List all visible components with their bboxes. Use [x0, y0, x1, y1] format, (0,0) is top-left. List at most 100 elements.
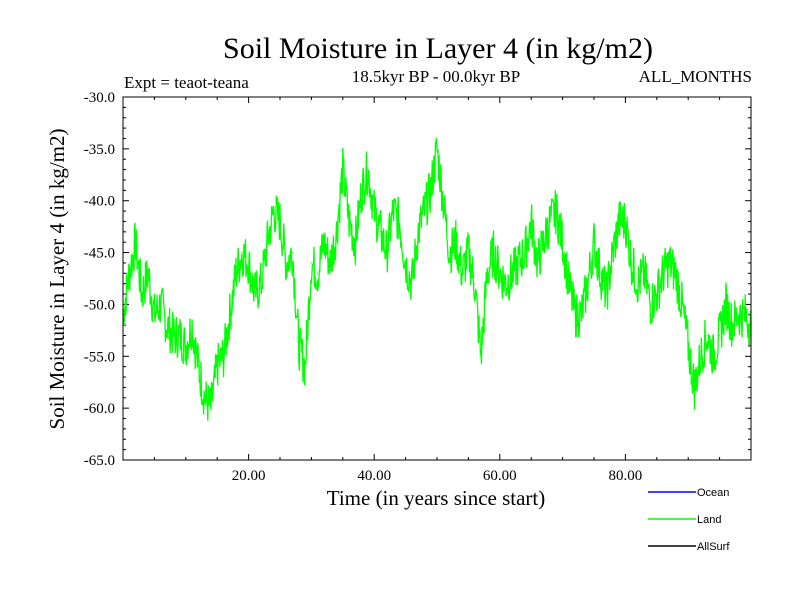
data-point [430, 189, 432, 191]
data-point [304, 366, 306, 368]
data-point [436, 148, 438, 150]
data-point [681, 303, 683, 306]
data-point [719, 334, 721, 337]
data-point [731, 324, 733, 326]
series-layer [122, 138, 752, 421]
data-point [474, 283, 476, 285]
data-point [134, 241, 137, 243]
data-point [291, 251, 294, 254]
legend-label-allsurf: AllSurf [697, 541, 730, 553]
data-point [204, 397, 206, 399]
x-tick-label: 40.00 [357, 468, 391, 484]
data-point [147, 272, 149, 274]
data-point [361, 189, 363, 191]
data-point [128, 272, 130, 274]
data-point [511, 272, 513, 274]
data-point [285, 262, 287, 264]
data-point [273, 210, 275, 212]
data-point [693, 386, 696, 388]
data-point [687, 345, 689, 347]
data-point [392, 210, 394, 212]
legend-label-ocean: Ocean [697, 487, 729, 499]
data-point [744, 314, 746, 316]
data-point [668, 262, 670, 264]
data-point [624, 220, 627, 223]
series-line-land [122, 138, 752, 421]
data-point [505, 283, 507, 285]
data-point [536, 262, 539, 264]
data-point [235, 272, 237, 274]
data-point [317, 272, 319, 274]
y-tick-label: -65.0 [84, 453, 115, 469]
y-tick-label: -60.0 [84, 401, 115, 417]
data-point [254, 293, 256, 295]
plot-frame [122, 96, 752, 461]
data-point [329, 262, 331, 264]
legend: Ocean Land AllSurf [648, 487, 730, 553]
data-point [160, 303, 162, 306]
data-point [398, 220, 400, 223]
data-point [379, 231, 382, 233]
data-point [442, 200, 444, 202]
data-point [417, 231, 419, 233]
chart-title: Soil Moisture in Layer 4 (in kg/m2) [223, 32, 653, 65]
data-point [649, 303, 652, 306]
data-point [411, 283, 413, 285]
data-point [348, 220, 350, 223]
data-point [185, 345, 187, 347]
data-point [543, 241, 545, 243]
data-point [216, 366, 218, 368]
data-point [574, 314, 576, 316]
data-point [587, 283, 589, 285]
data-point [405, 262, 407, 264]
y-tick-label: -35.0 [84, 142, 115, 158]
data-point [562, 241, 564, 243]
data-point [141, 293, 143, 295]
data-point [662, 272, 664, 274]
data-point [530, 220, 532, 223]
data-point [605, 293, 608, 295]
data-point [342, 169, 344, 171]
data-point [298, 345, 300, 347]
data-point [492, 251, 495, 254]
data-point [549, 220, 551, 223]
data-point [210, 407, 212, 409]
data-point [241, 251, 243, 254]
data-point [618, 220, 620, 223]
x-axis-label: Time (in years since start) [327, 486, 546, 510]
y-tick-label: -30.0 [84, 90, 115, 106]
data-point [197, 366, 199, 368]
y-tick-label: -45.0 [84, 246, 115, 262]
data-point [373, 210, 375, 212]
y-tick-label: -55.0 [84, 349, 115, 365]
y-tick-label: -50.0 [84, 297, 115, 313]
data-point [229, 314, 231, 316]
data-point [166, 324, 168, 326]
data-point [172, 334, 174, 337]
data-point [455, 241, 457, 243]
data-point [555, 210, 557, 212]
data-point [335, 231, 338, 233]
data-point [367, 169, 369, 171]
data-point [386, 251, 388, 254]
data-point [643, 272, 645, 274]
data-point [279, 220, 281, 223]
data-point [631, 262, 633, 264]
data-point [248, 262, 250, 264]
chart-subtitle-right: ALL_MONTHS [639, 67, 752, 86]
data-point [593, 241, 595, 243]
data-point [524, 251, 526, 254]
data-point [700, 355, 702, 357]
data-point [656, 293, 658, 295]
data-point [310, 262, 312, 264]
data-point [518, 262, 520, 264]
chart-subtitle-left: Expt = teaot-teana [124, 73, 249, 92]
y-axis-label: Soil Moisture in Layer 4 (in kg/m2) [45, 129, 69, 430]
data-point [499, 272, 501, 274]
data-point [354, 241, 356, 243]
chart-subtitle-center: 18.5kyr BP - 00.0kyr BP [352, 67, 520, 86]
data-point [580, 314, 583, 316]
data-point [725, 303, 727, 306]
data-point [637, 283, 639, 285]
